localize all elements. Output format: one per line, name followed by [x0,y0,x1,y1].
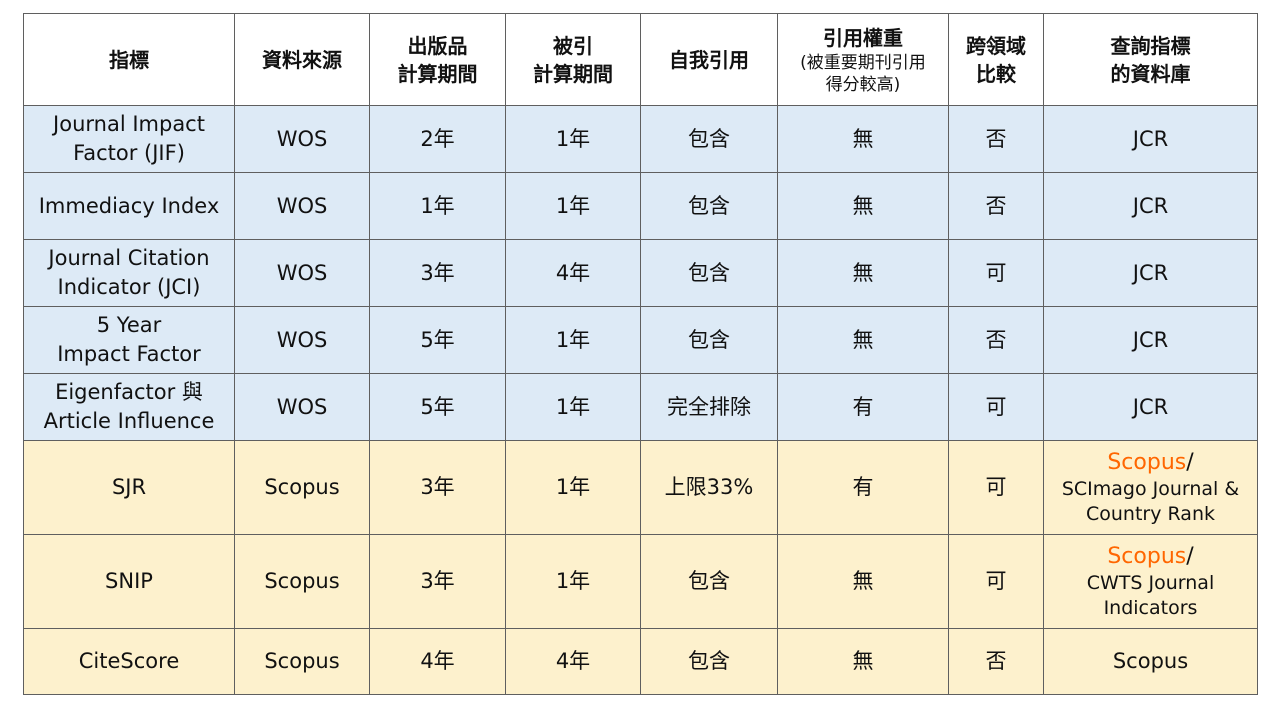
header-metric: 指標 [23,13,235,106]
cite-period-cell: 4年 [505,239,641,307]
pub-period-cell: 5年 [369,306,506,374]
pub-period-cell: 3年 [369,440,506,535]
cross-field-cell: 可 [948,534,1044,629]
pub-period-cell: 3年 [369,534,506,629]
database-cell: Scopus/ SCImago Journal & Country Rank [1043,440,1258,535]
source-cell: WOS [234,306,370,374]
header-cross-field: 跨領域 比較 [948,13,1044,106]
weight-cell: 無 [777,172,949,240]
self-citation-cell: 包含 [640,534,778,629]
weight-cell: 無 [777,105,949,173]
source-cell: WOS [234,373,370,441]
self-citation-cell: 包含 [640,628,778,695]
metric-name: Journal Citation Indicator (JCI) [23,239,235,307]
self-citation-cell: 包含 [640,105,778,173]
cite-period-cell: 1年 [505,373,641,441]
scopus-link: Scopus [1107,449,1187,475]
cross-field-cell: 否 [948,172,1044,240]
cite-period-cell: 1年 [505,105,641,173]
self-citation-cell: 完全排除 [640,373,778,441]
header-self-citation: 自我引用 [640,13,778,106]
weight-cell: 無 [777,239,949,307]
database-cell: JCR [1043,239,1258,307]
weight-cell: 無 [777,628,949,695]
weight-cell: 無 [777,306,949,374]
metric-name: SJR [23,440,235,535]
weight-cell: 無 [777,534,949,629]
metric-name: CiteScore [23,628,235,695]
database-cell: JCR [1043,105,1258,173]
source-cell: WOS [234,172,370,240]
pub-period-cell: 3年 [369,239,506,307]
metric-name: Eigenfactor 與 Article Influence [23,373,235,441]
header-weight: 引用權重 (被重要期刊引用 得分較高) [777,13,949,106]
source-cell: Scopus [234,534,370,629]
database-cell: Scopus [1043,628,1258,695]
cite-period-cell: 4年 [505,628,641,695]
weight-cell: 有 [777,440,949,535]
source-cell: WOS [234,239,370,307]
source-cell: Scopus [234,628,370,695]
table-row: 5 Year Impact Factor WOS 5年 1年 包含 無 否 JCR [23,306,1258,374]
self-citation-cell: 包含 [640,172,778,240]
table-row: Journal Impact Factor (JIF) WOS 2年 1年 包含 … [23,105,1258,173]
database-cell: JCR [1043,172,1258,240]
source-cell: WOS [234,105,370,173]
self-citation-cell: 包含 [640,239,778,307]
journal-metrics-table: 指標 資料來源 出版品 計算期間 被引 計算期間 自我引用 引用權重 (被重要期刊引… [23,13,1258,695]
cite-period-cell: 1年 [505,440,641,535]
metric-name: SNIP [23,534,235,629]
pub-period-cell: 5年 [369,373,506,441]
cross-field-cell: 否 [948,105,1044,173]
pub-period-cell: 4年 [369,628,506,695]
cite-period-cell: 1年 [505,172,641,240]
metric-name: Immediacy Index [23,172,235,240]
cite-period-cell: 1年 [505,534,641,629]
database-cell: JCR [1043,306,1258,374]
weight-cell: 有 [777,373,949,441]
header-database: 查詢指標 的資料庫 [1043,13,1258,106]
table-row: Immediacy Index WOS 1年 1年 包含 無 否 JCR [23,172,1258,240]
cross-field-cell: 可 [948,239,1044,307]
header-row: 指標 資料來源 出版品 計算期間 被引 計算期間 自我引用 引用權重 (被重要期刊引… [23,13,1258,106]
cite-period-cell: 1年 [505,306,641,374]
cross-field-cell: 否 [948,306,1044,374]
header-pub-period: 出版品 計算期間 [369,13,506,106]
metric-name: Journal Impact Factor (JIF) [23,105,235,173]
pub-period-cell: 2年 [369,105,506,173]
database-cell: JCR [1043,373,1258,441]
header-source: 資料來源 [234,13,370,106]
scopus-link: Scopus [1107,543,1187,569]
metric-name: 5 Year Impact Factor [23,306,235,374]
cross-field-cell: 可 [948,440,1044,535]
table-row: Eigenfactor 與 Article Influence WOS 5年 1年… [23,373,1258,441]
table-row: Journal Citation Indicator (JCI) WOS 3年 4… [23,239,1258,307]
table-row: SJR Scopus 3年 1年 上限33% 有 可 Scopus/ SCIma… [23,440,1258,535]
table-row: SNIP Scopus 3年 1年 包含 無 可 Scopus/ CWTS Jo… [23,534,1258,629]
header-cite-period: 被引 計算期間 [505,13,641,106]
cross-field-cell: 可 [948,373,1044,441]
pub-period-cell: 1年 [369,172,506,240]
self-citation-cell: 上限33% [640,440,778,535]
cross-field-cell: 否 [948,628,1044,695]
self-citation-cell: 包含 [640,306,778,374]
table-row: CiteScore Scopus 4年 4年 包含 無 否 Scopus [23,628,1258,695]
database-cell: Scopus/ CWTS Journal Indicators [1043,534,1258,629]
source-cell: Scopus [234,440,370,535]
